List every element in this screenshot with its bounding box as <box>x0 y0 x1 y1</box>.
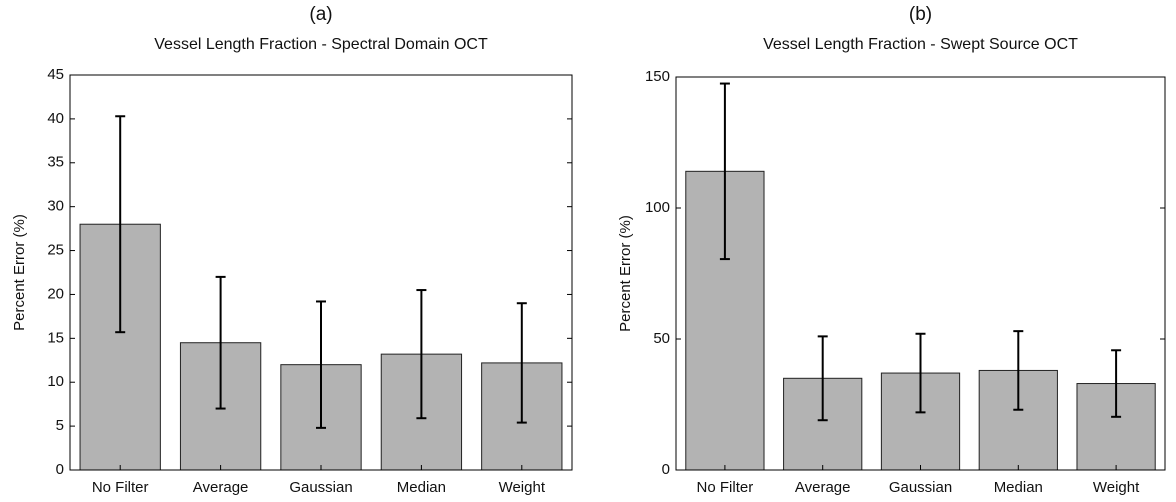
chart-title: Vessel Length Fraction - Spectral Domain… <box>154 36 488 53</box>
x-tick-label: Gaussian <box>289 479 352 496</box>
panel-label: (b) <box>909 4 932 25</box>
y-tick-label: 0 <box>56 461 64 478</box>
plot-frame <box>675 76 1166 471</box>
panel-label: (a) <box>309 4 332 25</box>
y-tick-label: 45 <box>47 66 64 83</box>
y-tick-label: 20 <box>47 285 64 302</box>
x-tick-label: Average <box>795 479 851 496</box>
y-tick-label: 5 <box>56 417 64 434</box>
y-tick-label: 25 <box>47 242 64 259</box>
x-tick-label: Median <box>397 479 446 496</box>
y-tick-label: 150 <box>645 68 670 85</box>
chart-title: Vessel Length Fraction - Swept Source OC… <box>763 36 1078 53</box>
plot-frame <box>69 74 573 471</box>
x-tick-label: Median <box>994 479 1043 496</box>
x-tick-label: Weight <box>499 479 546 496</box>
x-tick-label: Gaussian <box>889 479 952 496</box>
y-axis-label: Percent Error (%) <box>11 214 28 331</box>
y-tick-label: 50 <box>653 330 670 347</box>
y-tick-label: 10 <box>47 373 64 390</box>
y-axis-label: Percent Error (%) <box>617 215 634 332</box>
x-tick-label: Weight <box>1093 479 1140 496</box>
y-tick-label: 15 <box>47 329 64 346</box>
x-tick-label: No Filter <box>697 479 754 496</box>
y-tick-label: 100 <box>645 199 670 216</box>
x-tick-label: No Filter <box>92 479 149 496</box>
y-tick-label: 35 <box>47 154 64 171</box>
x-tick-label: Average <box>193 479 249 496</box>
y-tick-label: 30 <box>47 198 64 215</box>
y-tick-label: 0 <box>662 461 670 478</box>
y-tick-label: 40 <box>47 110 64 127</box>
